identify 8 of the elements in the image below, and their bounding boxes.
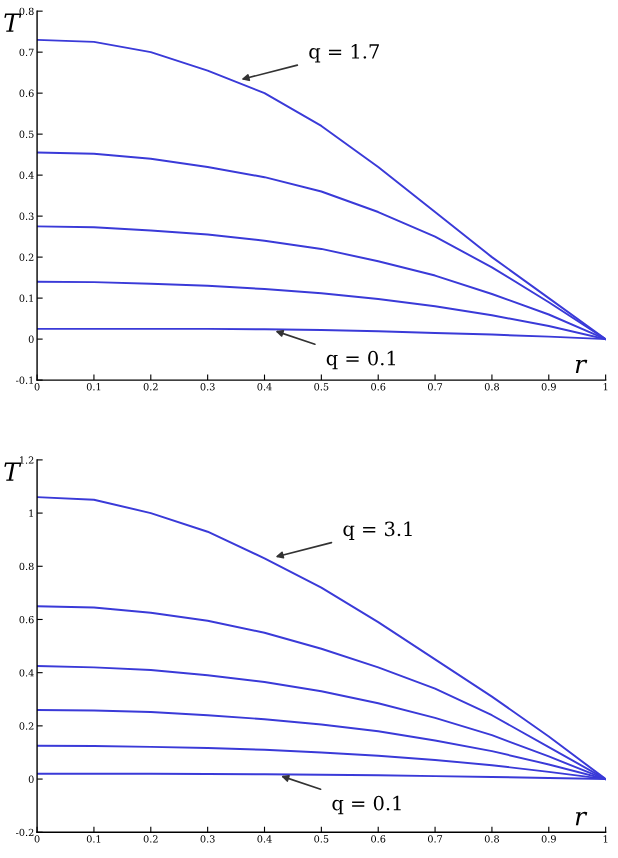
annotation: q = 0.1 [326,350,396,370]
x-axis-title: r [575,811,588,826]
x-axis-title: r [575,359,588,374]
annotation: q = 1.7 [309,44,379,63]
annotation: q = 3.1 [343,521,412,540]
y-axis-title: T [4,13,22,32]
y-axis-title: T [4,462,22,481]
annotation: q = 0.1 [332,795,401,815]
